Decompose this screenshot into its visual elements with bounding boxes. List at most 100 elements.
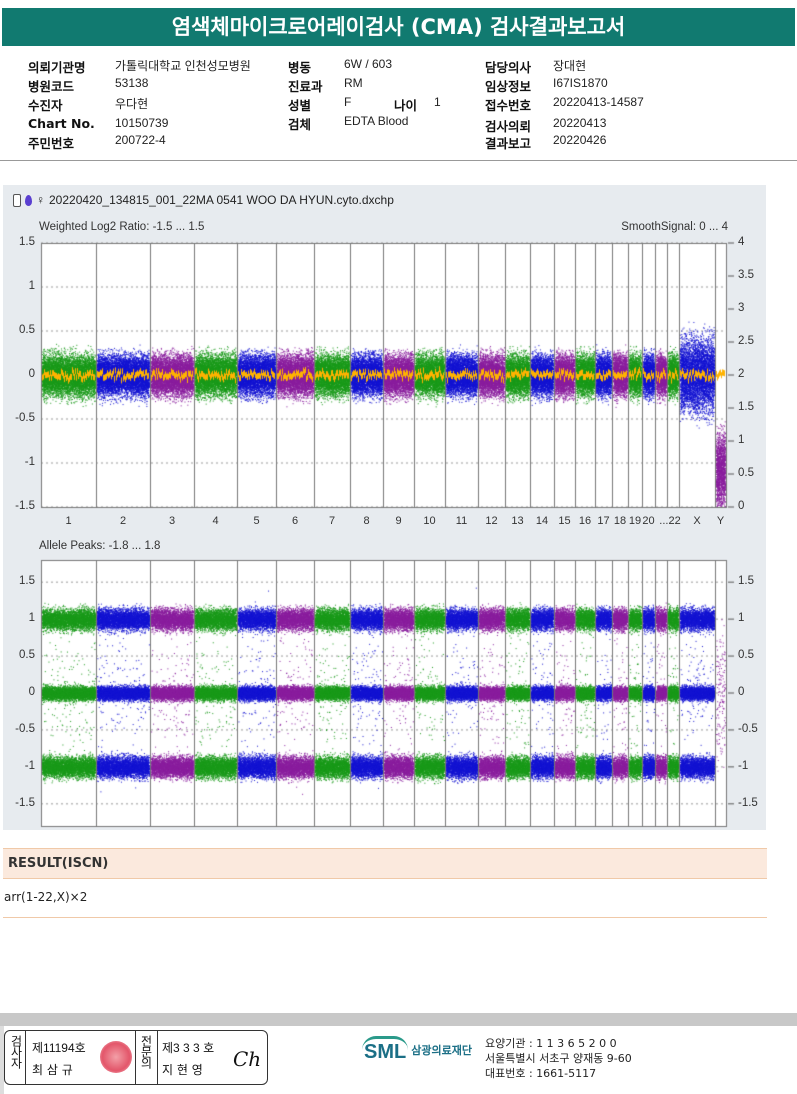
chromosome-label: 15: [558, 515, 571, 527]
info-label: 담당의사: [485, 60, 532, 75]
y-tick-label: -1: [24, 456, 35, 468]
org-name: 삼광의료재단: [411, 1044, 472, 1057]
info-label: 나이: [394, 98, 418, 113]
info-label: 접수번호: [485, 98, 532, 113]
divider: [135, 1031, 136, 1084]
info-value: 10150739: [115, 116, 169, 130]
org-address: 요양기관 : 1 1 3 6 5 2 0 0 서울특별시 서초구 양재동 9-6…: [485, 1036, 632, 1081]
footer-bar: [0, 1013, 797, 1026]
y2-tick-label: 3.5: [738, 269, 754, 281]
chromosome-label: 17: [597, 515, 610, 527]
file-header: ♀ 20220420_134815_001_22MA 0541 WOO DA H…: [13, 193, 394, 207]
chromosome-label: 5: [253, 515, 260, 527]
chromosome-label: ...22: [659, 515, 681, 527]
examiner-name: 최 삼 규: [32, 1063, 73, 1077]
chromosome-label: 11: [455, 515, 468, 527]
logo-text: SML: [362, 1036, 409, 1064]
examiner-label: 검사자: [9, 1035, 23, 1068]
info-value: EDTA Blood: [344, 114, 409, 128]
y2-tick-label: -0.5: [738, 722, 758, 735]
y-tick-label: -1: [24, 759, 35, 772]
chromosome-label: X: [693, 515, 701, 527]
seal-stamp: [100, 1041, 132, 1073]
y2-tick-label: 0.5: [738, 649, 754, 662]
y2-tick-label: -1: [738, 759, 749, 772]
specialist-number: 제3 3 3 호: [162, 1041, 215, 1055]
chromosome-label: 20: [642, 515, 655, 527]
chromosome-label: 1: [65, 515, 72, 527]
log2-title: Weighted Log2 Ratio: -1.5 ... 1.5: [39, 221, 205, 233]
chromosome-label: 4: [212, 515, 219, 527]
y2-tick-label: -1.5: [738, 796, 758, 809]
chromosome-label: 14: [535, 515, 549, 527]
allele-peaks-title: Allele Peaks: -1.8 ... 1.8: [39, 540, 161, 552]
y2-tick-label: 0: [738, 686, 745, 698]
chromosome-label: 13: [511, 515, 524, 527]
y-tick-label: 0: [28, 686, 35, 698]
specialist-name: 지 현 영: [162, 1063, 203, 1077]
info-label: Chart No.: [28, 116, 95, 131]
chromosome-label: 18: [613, 515, 627, 527]
info-value: RM: [344, 76, 363, 90]
y2-tick-label: 0.5: [738, 467, 754, 479]
chromosome-label: 3: [168, 515, 176, 527]
examiner-number: 제11194호: [32, 1041, 86, 1055]
patient-info: 의뢰기관명 가톨릭대학교 인천성모병원 병원코드 53138 수진자 우다현 C…: [0, 55, 797, 151]
info-value: 20220413: [553, 116, 607, 130]
result-iscn: arr(1-22,X)×2: [4, 890, 88, 904]
info-value: 우다현: [115, 97, 149, 111]
y2-tick-label: 2: [738, 368, 745, 380]
chromosome-label: 12: [485, 515, 498, 527]
y-tick-label: 0.5: [19, 324, 35, 336]
info-label: 검체: [288, 117, 312, 132]
org-phone: 대표번호 : 1661-5117: [485, 1067, 597, 1080]
y-tick-label: 0.5: [19, 649, 35, 662]
result-header: RESULT(ISCN): [3, 848, 767, 879]
y-tick-label: -0.5: [15, 412, 35, 424]
info-label: 검사의뢰: [485, 119, 532, 134]
y2-tick-label: 4: [738, 236, 745, 248]
chromosome-label: 19: [628, 515, 642, 527]
chromosome-label: 16: [578, 515, 592, 527]
info-value: 가톨릭대학교 인천성모병원: [115, 59, 251, 73]
divider: [3, 917, 767, 918]
divider: [0, 160, 797, 161]
chromosome-label: Y: [716, 515, 725, 527]
info-label: 진료과: [288, 79, 323, 94]
y2-tick-label: 2.5: [738, 335, 754, 347]
y-tick-label: -1.5: [15, 500, 35, 512]
info-value: 20220426: [553, 133, 607, 147]
cma-scatter-canvas: [3, 185, 766, 830]
chromosome-label: 10: [423, 515, 436, 527]
report-title: 염색체마이크로어레이검사 (CMA) 검사결과보고서: [2, 8, 795, 46]
info-label: 결과보고: [485, 136, 532, 151]
y-tick-label: -1.5: [15, 796, 35, 809]
chromosome-label: 9: [395, 515, 402, 527]
org-address-line: 서울특별시 서초구 양재동 9-60: [485, 1052, 632, 1065]
chip-icon: [13, 193, 21, 207]
y2-tick-label: 3: [738, 302, 745, 314]
y2-tick-label: 1.5: [738, 401, 754, 413]
chromosome-label: 8: [363, 515, 370, 527]
y-tick-label: 1: [28, 612, 35, 625]
y2-tick-label: 1: [738, 612, 745, 625]
info-label: 병원코드: [28, 79, 75, 94]
info-value: 6W / 603: [344, 57, 393, 71]
y2-tick-label: 1: [738, 434, 745, 446]
chromosome-label: 7: [328, 515, 336, 527]
info-label: 병동: [288, 60, 312, 75]
y2-tick-label: 0: [738, 500, 745, 512]
y-tick-label: 1.5: [19, 575, 35, 588]
divider: [25, 1031, 26, 1084]
file-name: 20220420_134815_001_22MA 0541 WOO DA HYU…: [49, 193, 394, 207]
footer-edge: [0, 1026, 4, 1094]
y-tick-label: 0: [28, 368, 35, 380]
info-value: 장대현: [553, 59, 587, 73]
chromosome-label: 2: [119, 515, 127, 527]
org-code: 요양기관 : 1 1 3 6 5 2 0 0: [485, 1037, 617, 1050]
info-value: 20220413-14587: [553, 95, 644, 109]
info-value: I67IS1870: [553, 76, 608, 90]
y-tick-label: -0.5: [15, 722, 35, 735]
info-label: 수진자: [28, 98, 63, 113]
marker-icon: [25, 194, 32, 206]
